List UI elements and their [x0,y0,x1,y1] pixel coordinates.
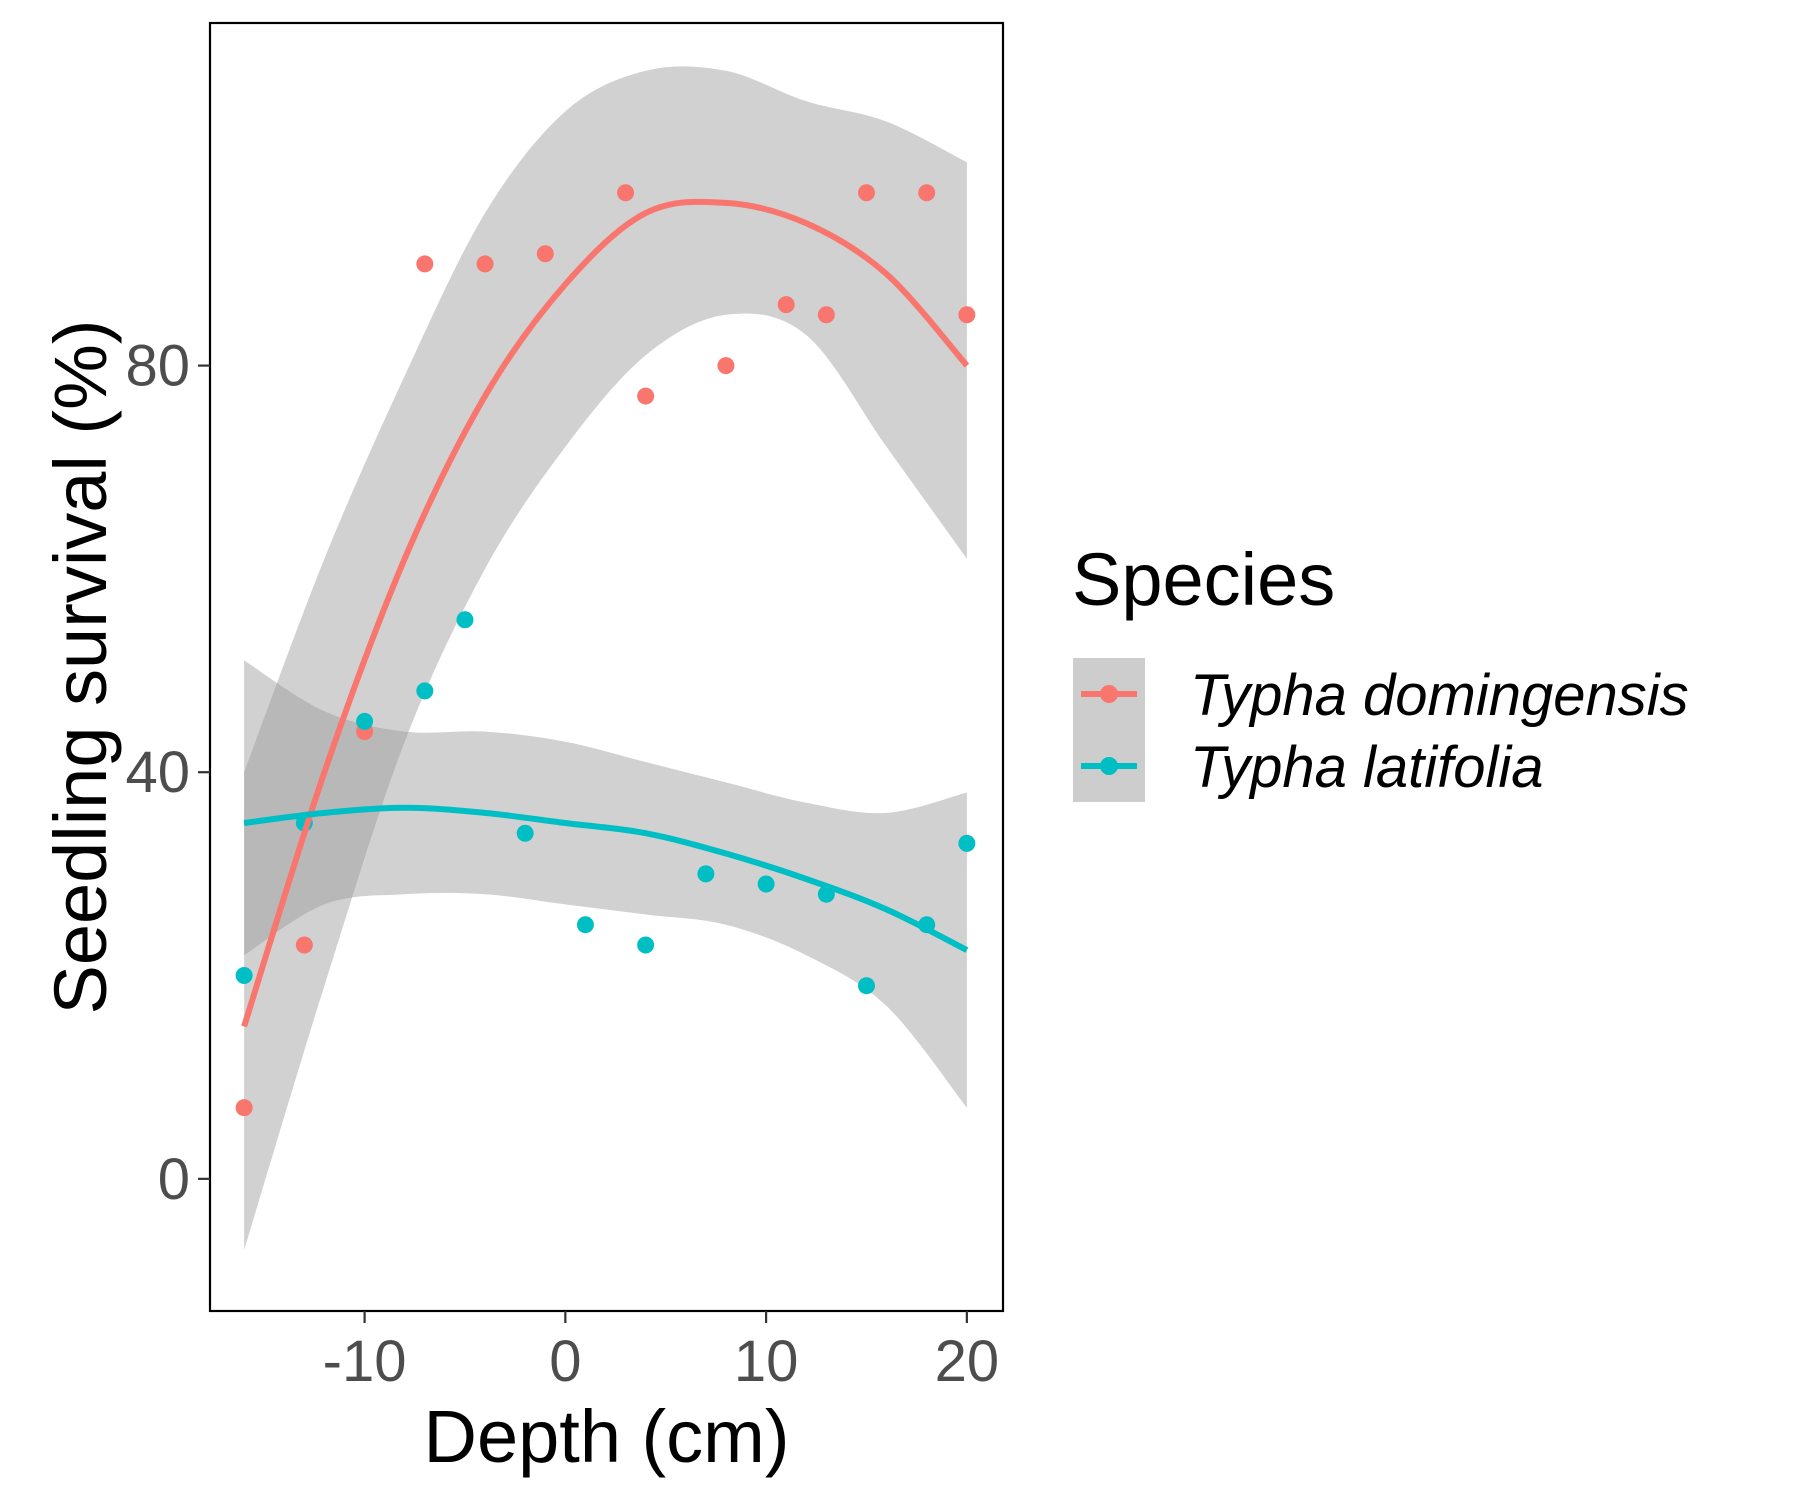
point-typha-latifolia-6 [576,916,594,934]
y-tick-label: 40 [125,740,190,805]
fit-line-typha-domingensis [241,198,970,1028]
point-typha-latifolia-11 [857,977,875,995]
point-typha-domingensis-13 [958,306,976,324]
legend: Species Typha domingensis Typha latifolia [1072,538,1689,802]
x-tick-label: 20 [935,1329,1000,1394]
y-tick-label: 0 [158,1147,190,1212]
legend-point-typha-latifolia [1100,757,1118,775]
legend-label-typha-domingensis: Typha domingensis [1190,663,1689,728]
point-typha-latifolia-2 [356,712,374,730]
point-typha-domingensis-12 [918,184,936,202]
x-axis-title: Depth (cm) [424,1395,790,1478]
x-axis: -10 0 10 20 [323,1311,999,1394]
fit-lines [241,198,970,1028]
point-typha-domingensis-3 [416,255,434,273]
legend-items: Typha domingensis Typha latifolia [1081,663,1689,800]
point-typha-domingensis-0 [235,1099,253,1117]
point-typha-domingensis-11 [857,184,875,202]
y-tick-label: 80 [125,334,190,399]
point-typha-domingensis-7 [637,387,655,405]
y-axis: 0 40 80 [125,334,210,1212]
point-typha-domingensis-1 [295,936,313,954]
point-typha-domingensis-10 [817,306,835,324]
fit-line-typha-latifolia [243,804,969,953]
x-tick-label: 0 [549,1329,581,1394]
x-tick-label: -10 [323,1329,407,1394]
point-typha-latifolia-9 [757,875,775,893]
legend-point-typha-domingensis [1100,685,1118,703]
point-typha-domingensis-6 [617,184,635,202]
data-points [235,184,976,1117]
point-typha-latifolia-3 [416,682,434,700]
point-typha-latifolia-5 [516,824,534,842]
legend-label-typha-latifolia: Typha latifolia [1190,735,1544,800]
legend-title: Species [1072,538,1335,621]
point-typha-domingensis-9 [777,296,795,314]
y-axis-title: Seedling survival (%) [39,319,122,1014]
point-typha-latifolia-7 [637,936,655,954]
legend-key-background [1073,658,1145,802]
point-typha-latifolia-8 [697,865,715,883]
point-typha-domingensis-8 [717,357,735,375]
point-typha-latifolia-4 [456,611,474,629]
confidence-ribbons [244,66,967,1251]
point-typha-domingensis-5 [536,245,554,263]
plot-panel-border [208,21,1005,1313]
ci-ribbon-typha-latifolia [244,660,967,1108]
point-typha-latifolia-0 [235,967,253,985]
point-typha-domingensis-4 [476,255,494,273]
ci-ribbon-typha-domingensis [244,66,967,1251]
x-tick-label: 10 [734,1329,799,1394]
point-typha-latifolia-13 [958,834,976,852]
